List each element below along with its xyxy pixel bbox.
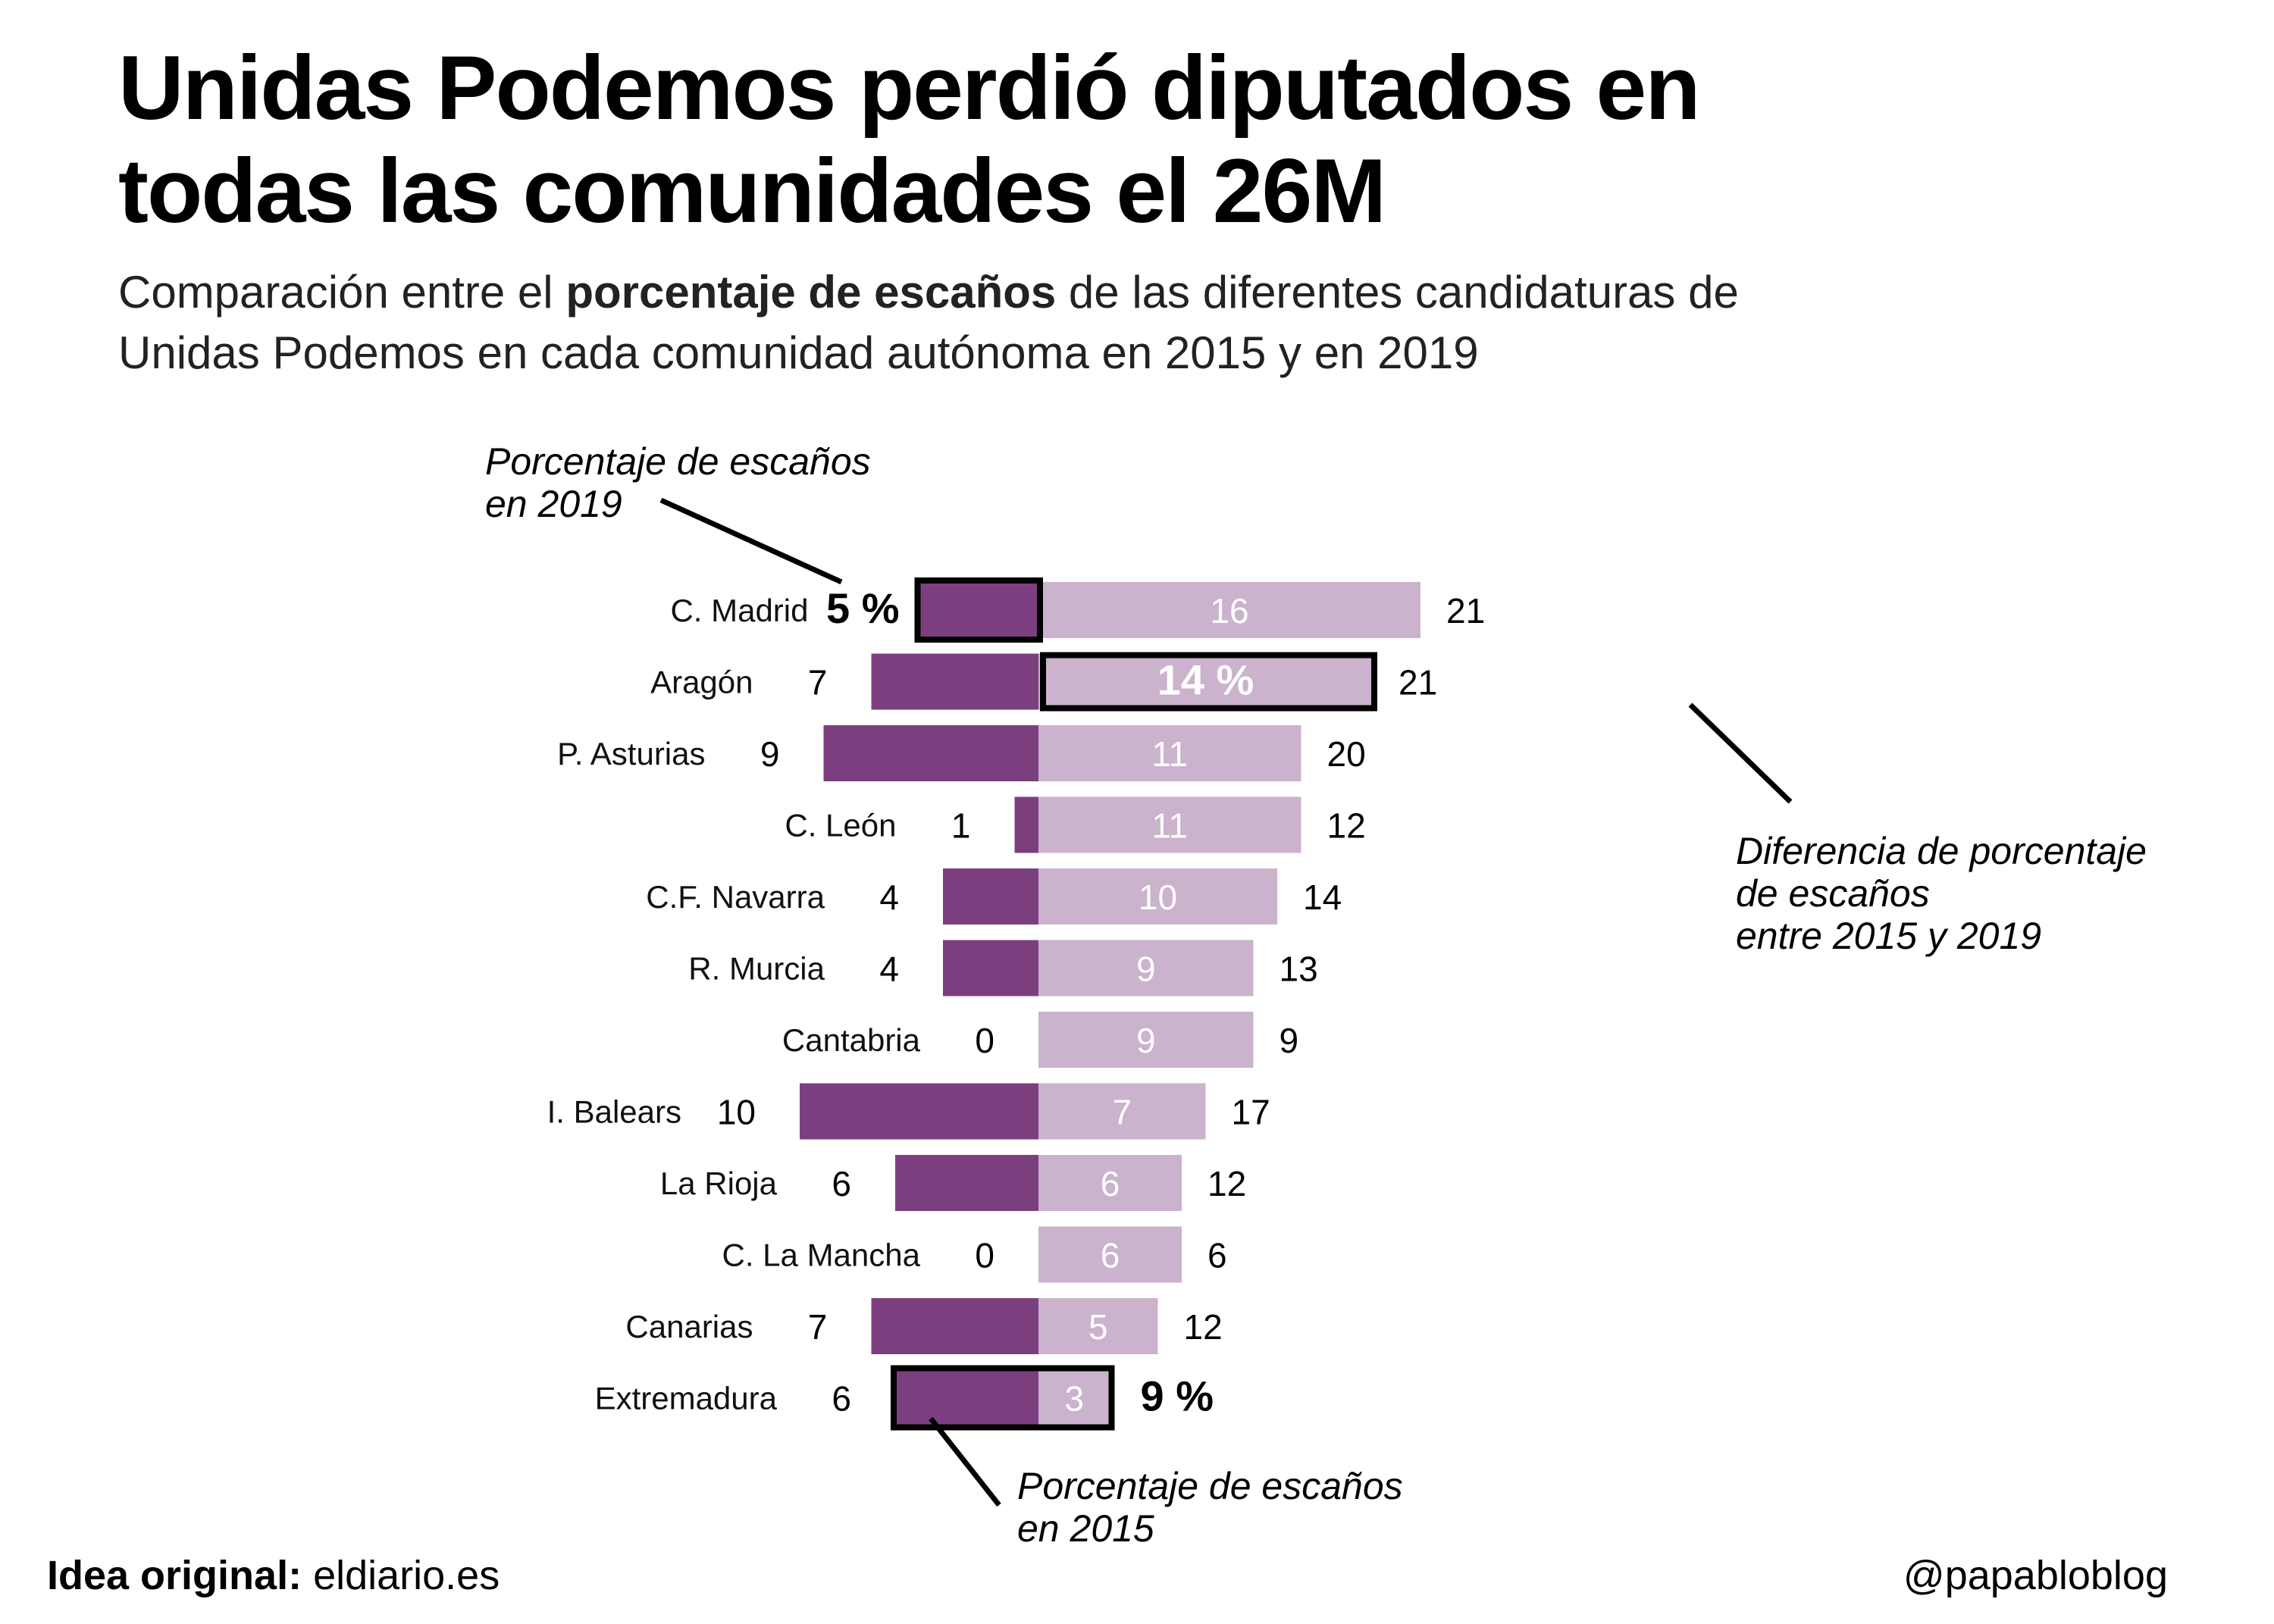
bar-2019 [919,582,1038,638]
annotation-2015-line2: en 2015 [1017,1507,1154,1550]
bar-difference [1038,653,1373,710]
data-label-2019: 5 % [826,584,900,632]
data-label-2019: 6 [832,1164,851,1203]
data-label-2015: 21 [1446,591,1485,631]
annotation-diff-line2: de escaños [1736,872,1930,915]
bar-difference [1038,725,1301,781]
footer-credit: Idea original: eldiario.es [47,1550,500,1601]
category-label: R. Murcia [688,951,825,987]
bar-2019 [800,1083,1038,1140]
footer-idea-label: Idea original: [47,1553,302,1598]
data-label-2019: 0 [975,1236,994,1275]
bar-difference [1038,1083,1206,1140]
category-label: I. Balears [547,1094,681,1130]
highlight-box-2015 [891,1365,1115,1431]
data-label-difference: 10 [1139,878,1177,917]
data-label-difference: 9 [1136,1021,1156,1060]
bar-2019 [871,653,1038,710]
bar-2019 [1014,796,1038,853]
data-label-difference: 11 [1151,806,1188,846]
data-label-2015: 9 % [1141,1372,1214,1420]
category-label: Extremadura [595,1381,778,1416]
subtitle-text-bold: porcentaje de escaños [565,267,1057,318]
annotation-2015-leader [929,1416,1001,1507]
data-label-2015: 17 [1232,1093,1270,1132]
annotation-diff-line1: Diferencia de porcentaje [1736,830,2147,872]
data-label-2019: 0 [975,1021,994,1060]
category-label: C. León [785,808,896,843]
annotation-2015-line1: Porcentaje de escaños [1017,1465,1403,1507]
annotation-2019-leader [659,497,843,585]
data-label-2019: 6 [832,1379,851,1419]
annotation-2019-line1: Porcentaje de escaños [485,440,871,483]
bar-difference [1038,940,1254,997]
chart-title: Unidas Podemos perdió diputados en todas… [118,37,1701,242]
highlight-box-difference [1040,652,1377,712]
annotation-2019-line2: en 2019 [485,483,622,525]
data-label-difference: 11 [1151,734,1188,774]
footer-author: @papabloblog [1903,1553,2168,1598]
data-label-2015: 12 [1207,1164,1246,1203]
category-label: Canarias [625,1309,753,1344]
data-label-2015: 20 [1327,734,1366,774]
data-label-2019: 1 [951,806,971,846]
data-label-2015: 9 [1280,1021,1299,1060]
bar-2019 [943,868,1038,925]
data-label-2015: 12 [1327,806,1366,846]
category-label: P. Asturias [557,736,705,771]
data-label-2015: 13 [1280,950,1318,989]
data-label-2019: 7 [808,663,828,702]
data-label-difference: 6 [1101,1236,1120,1275]
data-label-difference: 3 [1064,1379,1084,1419]
data-label-2015: 12 [1184,1307,1223,1347]
data-label-difference: 9 [1136,950,1156,989]
data-label-2015: 6 [1207,1236,1227,1275]
bar-difference [1038,582,1420,638]
data-label-2015: 21 [1399,663,1437,702]
data-label-difference: 5 [1088,1307,1108,1347]
data-label-2019: 10 [717,1093,756,1132]
bar-2019 [895,1369,1038,1426]
subtitle-text-before: Comparación entre el [118,267,566,318]
data-label-2019: 7 [808,1307,828,1347]
data-label-difference: 7 [1112,1093,1132,1132]
bar-difference [1038,1298,1158,1354]
category-label: La Rioja [660,1166,778,1201]
data-label-2019: 4 [879,878,899,917]
data-label-difference: 16 [1210,591,1248,631]
category-label: Aragón [650,665,753,700]
subtitle-text-after: de las diferentes candidaturas de Unidas… [118,267,1739,378]
category-label: C. La Mancha [722,1238,921,1273]
bar-2019 [871,1298,1038,1354]
footer-idea-source: eldiario.es [313,1553,500,1598]
highlight-box-2019 [914,577,1043,643]
bar-2019 [895,1155,1038,1211]
bar-difference [1038,1369,1110,1426]
category-label: C. Madrid [670,593,808,628]
bar-difference [1038,1226,1182,1283]
annotation-diff-leader [1688,702,1793,804]
data-label-2019: 4 [879,950,899,989]
bar-difference [1038,796,1301,853]
data-label-2015: 14 [1303,878,1342,917]
bar-difference [1038,868,1277,925]
data-label-difference: 14 % [1157,656,1254,704]
annotation-layer: Porcentaje de escaños en 2019 Diferencia… [485,440,2147,1550]
category-label: Cantabria [782,1022,921,1058]
bar-difference [1038,1012,1254,1068]
bar-difference [1038,1155,1182,1211]
chart-subtitle: Comparación entre el porcentaje de escañ… [118,262,1862,383]
bar-2019 [943,940,1038,997]
bar-2019 [823,725,1038,781]
category-label: C.F. Navarra [646,879,825,915]
annotation-diff-line3: entre 2015 y 2019 [1736,915,2041,957]
data-label-2019: 9 [760,734,780,774]
data-label-difference: 6 [1101,1164,1120,1203]
